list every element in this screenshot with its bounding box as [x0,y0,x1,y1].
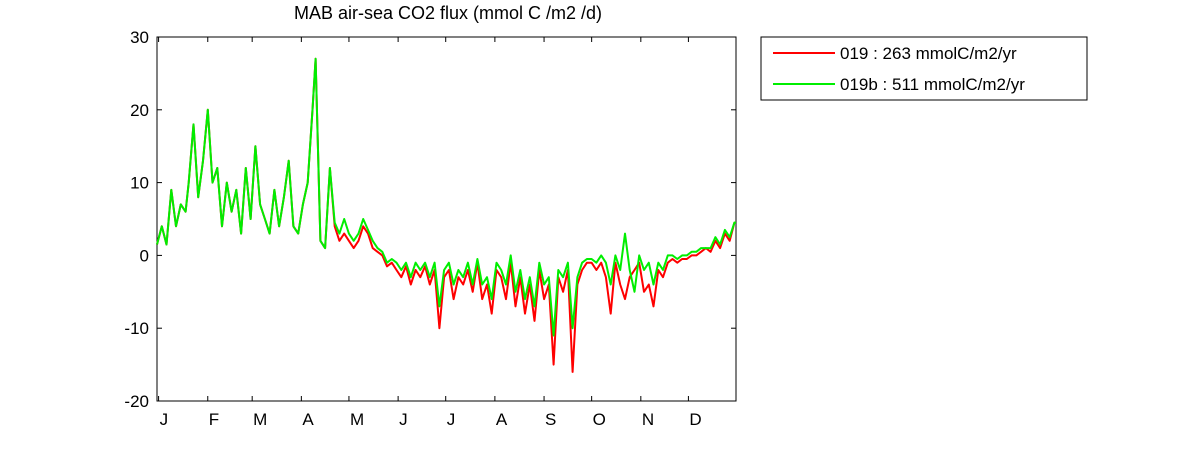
chart-title: MAB air-sea CO2 flux (mmol C /m2 /d) [294,3,602,23]
x-tick-label: A [496,410,508,429]
x-tick-label: A [302,410,314,429]
y-tick-label: -20 [124,392,149,411]
y-tick-label: 20 [130,101,149,120]
x-tick-label: J [160,410,169,429]
x-tick-label: M [350,410,364,429]
x-tick-label: S [545,410,556,429]
legend-label-019b: 019b : 511 mmolC/m2/yr [840,75,1025,94]
x-tick-label: O [593,410,606,429]
series-line-019b [156,57,736,337]
x-tick-label: J [447,410,456,429]
y-axis: -20 -10 0 10 20 30 [124,28,736,411]
series-lines [156,57,736,373]
x-tick-label: D [689,410,701,429]
x-tick-label: F [209,410,219,429]
y-tick-label: -10 [124,319,149,338]
x-tick-label: J [399,410,408,429]
y-tick-label: 0 [140,246,149,265]
x-tick-label: M [253,410,267,429]
x-tick-label: N [642,410,654,429]
y-tick-label: 10 [130,174,149,193]
plot-area: -20 -10 0 10 20 30 J F M A M J J A S O N D [124,28,737,429]
legend-box [760,36,1088,101]
plot-frame [156,36,737,402]
legend-label-019: 019 : 263 mmolC/m2/yr [840,44,1017,63]
y-tick-label: 30 [130,28,149,47]
legend: 019 : 263 mmolC/m2/yr 019b : 511 mmolC/m… [760,36,1088,101]
